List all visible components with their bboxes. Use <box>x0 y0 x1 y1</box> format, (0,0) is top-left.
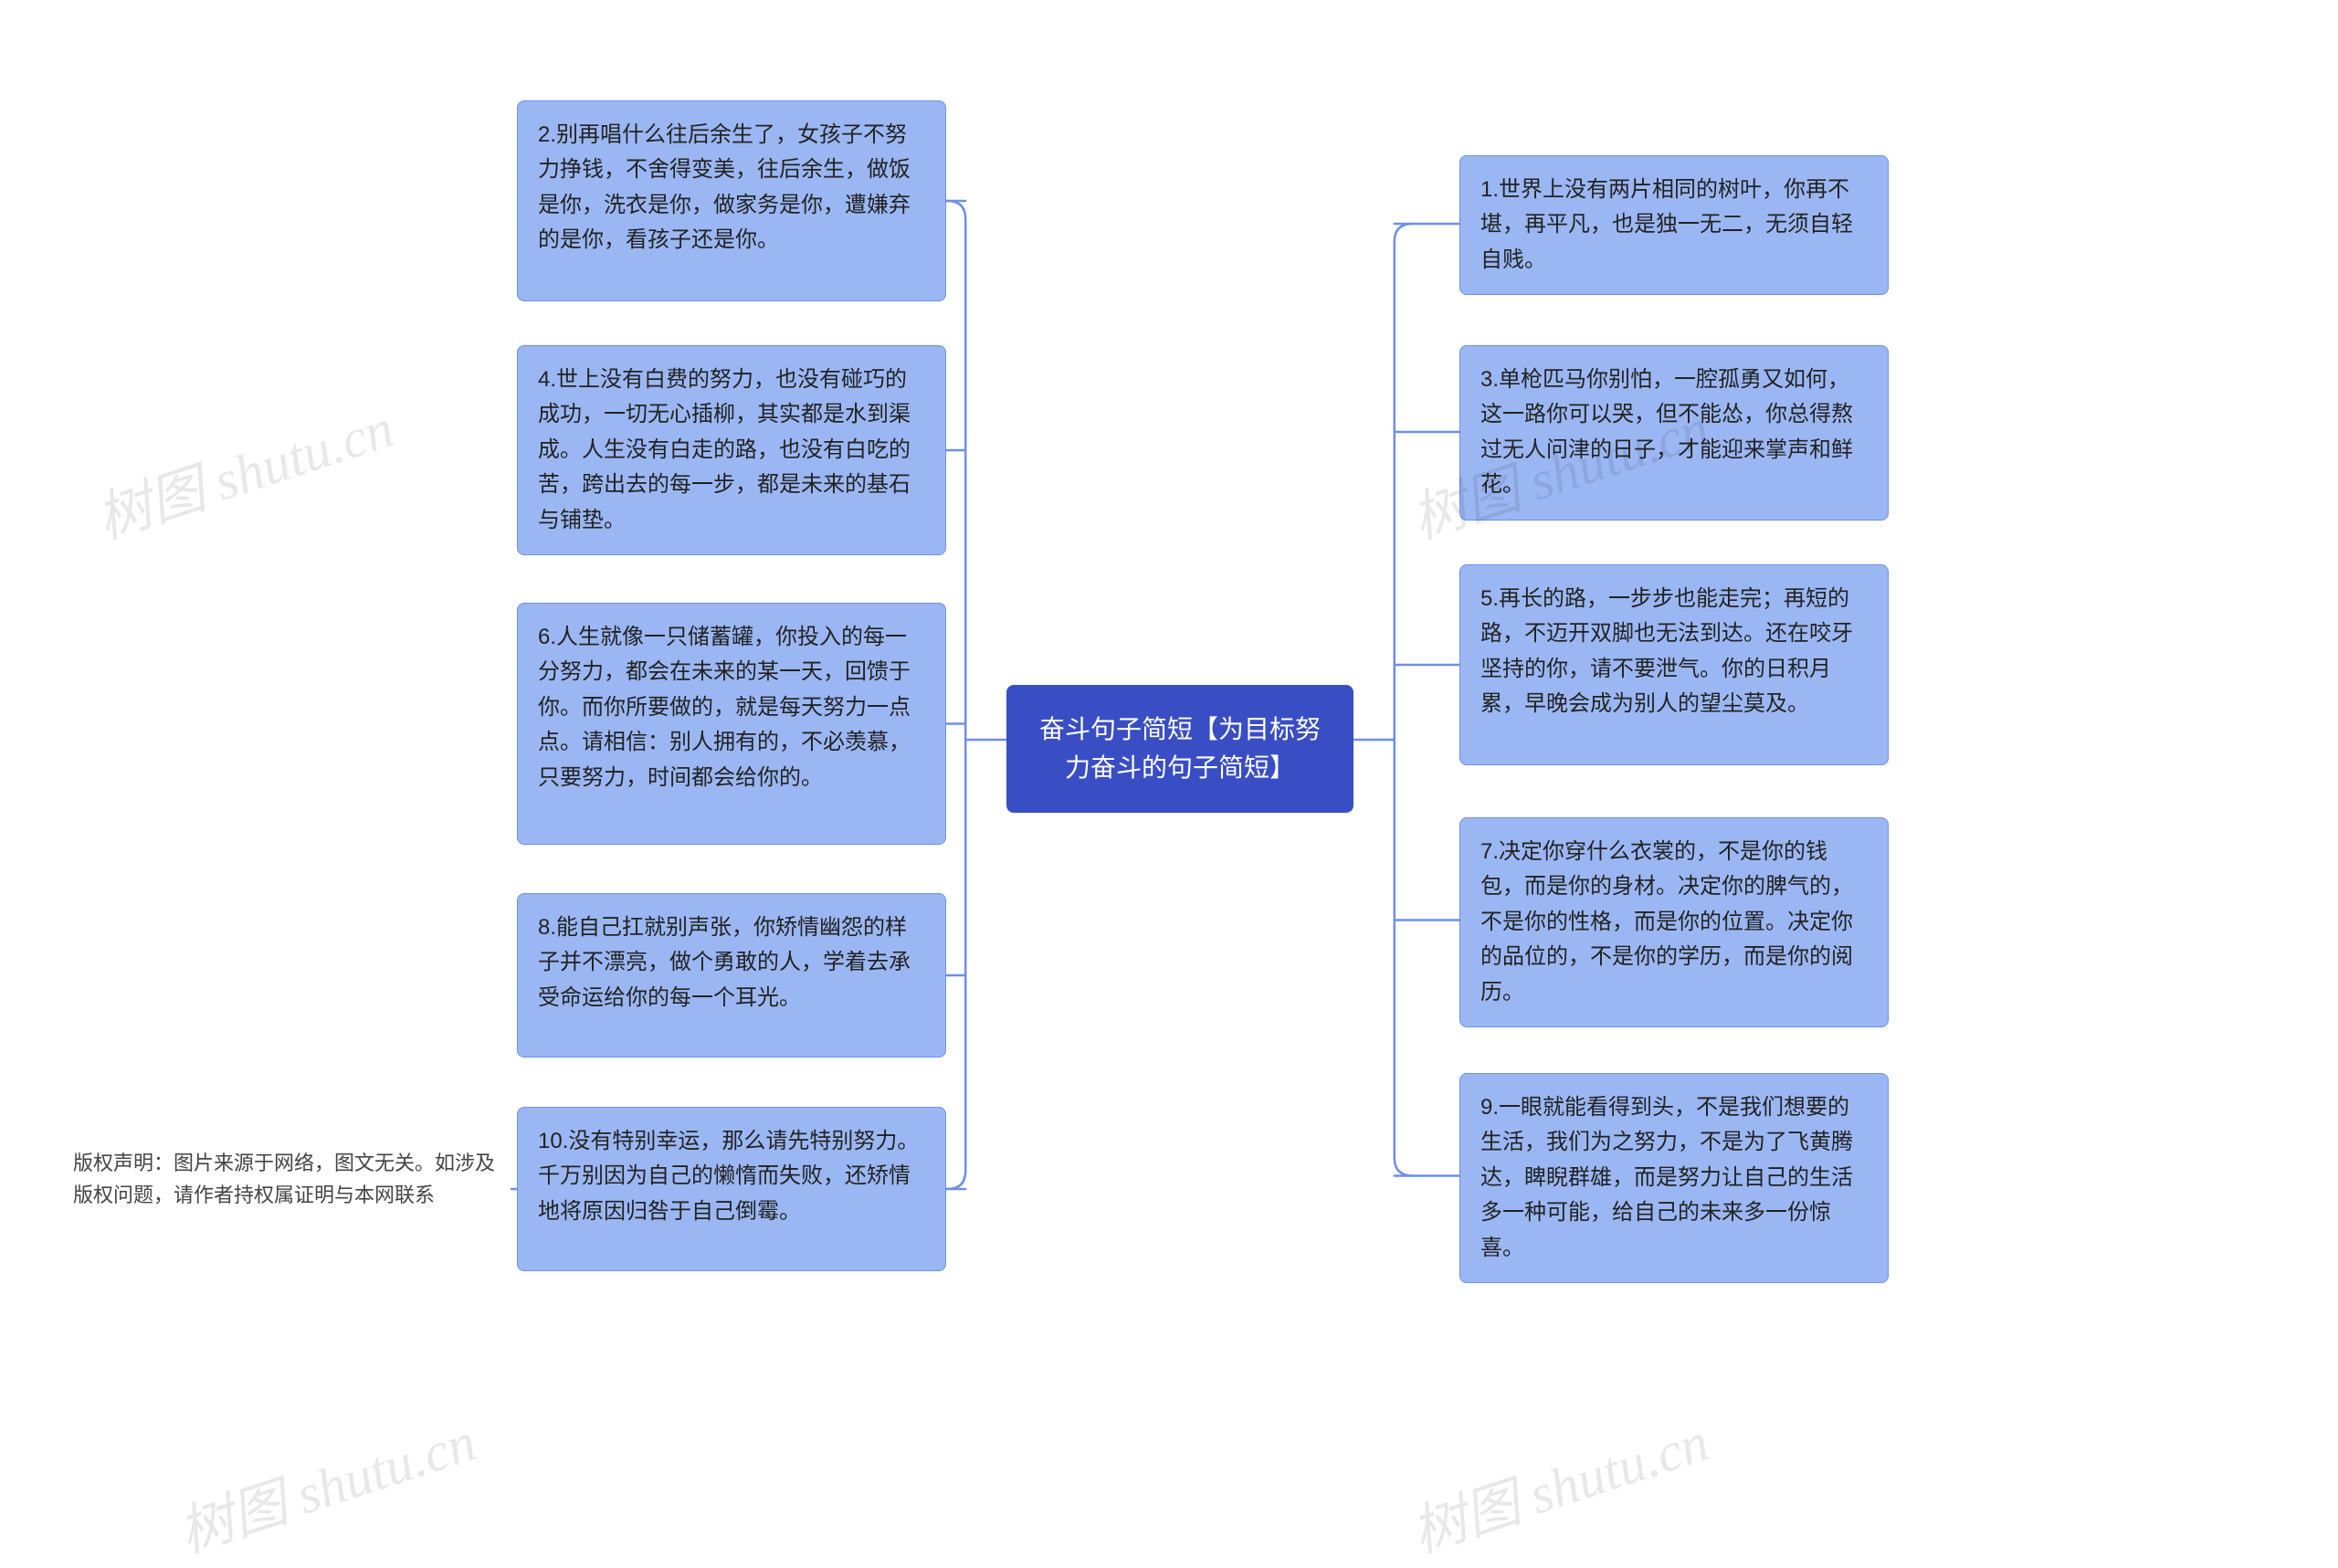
mindmap-leaf-n5: 5.再长的路，一步步也能走完；再短的路，不迈开双脚也无法到达。还在咬牙坚持的你，… <box>1459 564 1889 765</box>
mindmap-leaf-n4: 4.世上没有白费的努力，也没有碰巧的成功，一切无心插柳，其实都是水到渠成。人生没… <box>517 345 946 555</box>
watermark-text: 树图 shutu.cn <box>1405 1411 1716 1563</box>
mindmap-leaf-n3: 3.单枪匹马你别怕，一腔孤勇又如何，这一路你可以哭，但不能怂，你总得熬过无人问津… <box>1459 345 1889 521</box>
watermark: 树图 shutu.cn <box>167 1397 484 1568</box>
mindmap-leaf-n10: 10.没有特别幸运，那么请先特别努力。千万别因为自己的懒惰而失败，还矫情地将原因… <box>517 1107 946 1271</box>
leaf-node-label: 7.决定你穿什么衣裳的，不是你的钱包，而是你的身材。决定你的脾气的，不是你的性格… <box>1480 839 1853 1005</box>
leaf-node-label: 3.单枪匹马你别怕，一腔孤勇又如何，这一路你可以哭，但不能怂，你总得熬过无人问津… <box>1480 367 1853 497</box>
mindmap-leaf-n9: 9.一眼就能看得到头，不是我们想要的生活，我们为之努力，不是为了飞黄腾达，睥睨群… <box>1459 1073 1889 1283</box>
leaf-node-label: 5.再长的路，一步步也能走完；再短的路，不迈开双脚也无法到达。还在咬牙坚持的你，… <box>1480 586 1853 716</box>
leaf-node-label: 6.人生就像一只储蓄罐，你投入的每一分努力，都会在未来的某一天，回馈于你。而你所… <box>538 625 911 790</box>
mindmap-center-node: 奋斗句子简短【为目标努力奋斗的句子简短】 <box>1006 685 1353 813</box>
mindmap-leaf-n2: 2.别再唱什么往后余生了，女孩子不努力挣钱，不舍得变美，往后余生，做饭是你，洗衣… <box>517 100 946 301</box>
leaf-node-label: 2.别再唱什么往后余生了，女孩子不努力挣钱，不舍得变美，往后余生，做饭是你，洗衣… <box>538 122 911 252</box>
copyright-note: 版权声明：图片来源于网络，图文无关。如涉及版权问题，请作者持权属证明与本网联系 <box>73 1147 511 1211</box>
leaf-node-label: 1.世界上没有两片相同的树叶，你再不堪，再平凡，也是独一无二，无须自轻自贱。 <box>1480 177 1853 272</box>
mindmap-leaf-n1: 1.世界上没有两片相同的树叶，你再不堪，再平凡，也是独一无二，无须自轻自贱。 <box>1459 155 1889 295</box>
connector-line <box>1395 224 1413 1176</box>
watermark-text: 树图 shutu.cn <box>172 1411 483 1563</box>
connector-line <box>947 201 965 1189</box>
leaf-node-label: 8.能自己扛就别声张，你矫情幽怨的样子并不漂亮，做个勇敢的人，学着去承受命运给你… <box>538 915 911 1010</box>
leaf-node-label: 4.世上没有白费的努力，也没有碰巧的成功，一切无心插柳，其实都是水到渠成。人生没… <box>538 367 911 532</box>
center-node-label: 奋斗句子简短【为目标努力奋斗的句子简短】 <box>1039 715 1321 782</box>
leaf-node-label: 9.一眼就能看得到头，不是我们想要的生活，我们为之努力，不是为了飞黄腾达，睥睨群… <box>1480 1095 1853 1260</box>
leaf-node-label: 10.没有特别幸运，那么请先特别努力。千万别因为自己的懒惰而失败，还矫情地将原因… <box>538 1129 919 1224</box>
watermark: 树图 shutu.cn <box>85 384 402 554</box>
mindmap-leaf-n6: 6.人生就像一只储蓄罐，你投入的每一分努力，都会在未来的某一天，回馈于你。而你所… <box>517 603 946 845</box>
mindmap-leaf-n7: 7.决定你穿什么衣裳的，不是你的钱包，而是你的身材。决定你的脾气的，不是你的性格… <box>1459 817 1889 1027</box>
copyright-text: 版权声明：图片来源于网络，图文无关。如涉及版权问题，请作者持权属证明与本网联系 <box>73 1152 495 1206</box>
mindmap-leaf-n8: 8.能自己扛就别声张，你矫情幽怨的样子并不漂亮，做个勇敢的人，学着去承受命运给你… <box>517 893 946 1058</box>
watermark: 树图 shutu.cn <box>1400 1397 1717 1568</box>
watermark-text: 树图 shutu.cn <box>90 397 401 550</box>
